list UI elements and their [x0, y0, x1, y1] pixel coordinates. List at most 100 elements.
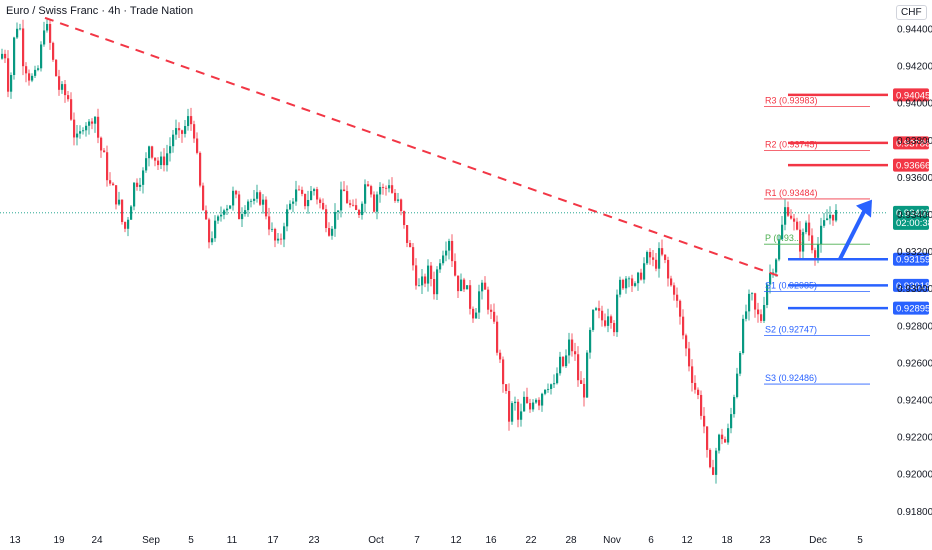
- candle-body: [196, 138, 199, 153]
- candle-body: [199, 152, 202, 186]
- candle-body: [268, 216, 271, 230]
- candle-body: [370, 186, 373, 195]
- candle-body: [436, 269, 439, 295]
- candle-body: [364, 184, 367, 204]
- candle-body: [661, 248, 664, 255]
- x-tick-label: 13: [9, 535, 21, 546]
- candle-body: [694, 382, 697, 390]
- candle-body: [685, 335, 688, 349]
- candle-body: [706, 426, 709, 450]
- candle-body: [766, 284, 769, 306]
- candle-body: [124, 222, 127, 229]
- candle-body: [454, 261, 457, 276]
- x-tick-label: 24: [91, 535, 103, 546]
- candle-body: [301, 189, 304, 194]
- candle-body: [94, 116, 97, 124]
- candle-body: [166, 153, 169, 166]
- candle-body: [820, 225, 823, 245]
- x-tick-label: 18: [721, 535, 733, 546]
- candle-body: [142, 170, 145, 185]
- candle-body: [523, 396, 526, 412]
- candle-body: [484, 282, 487, 290]
- candle-body: [475, 312, 478, 319]
- candle-body: [304, 193, 307, 207]
- x-tick-label: 28: [565, 535, 577, 546]
- candle-body: [106, 152, 109, 181]
- candle-body: [721, 434, 724, 440]
- y-tick-label: 0.94200: [897, 62, 932, 73]
- candle-body: [121, 199, 124, 223]
- candle-body: [676, 294, 679, 301]
- level-badge: [893, 252, 929, 266]
- candle-body: [559, 356, 562, 374]
- candle-body: [550, 384, 553, 389]
- candle-body: [724, 439, 727, 443]
- pivot-label: P (0.93...): [765, 233, 804, 243]
- candle-body: [340, 189, 343, 211]
- candle-body: [349, 203, 352, 205]
- candle-body: [97, 116, 100, 138]
- candle-body: [802, 232, 805, 252]
- candle-body: [328, 228, 331, 236]
- candle-body: [496, 321, 499, 353]
- candle-body: [718, 434, 721, 451]
- y-tick-label: 0.92000: [897, 470, 932, 481]
- candle-body: [394, 192, 397, 201]
- currency-button[interactable]: CHF: [896, 5, 927, 20]
- candle-body: [418, 285, 421, 287]
- candle-body: [472, 308, 475, 319]
- candle-body: [190, 116, 193, 125]
- candle-body: [118, 199, 121, 205]
- candle-body: [343, 189, 346, 192]
- candle-body: [361, 203, 364, 216]
- candle-body: [757, 309, 760, 315]
- candle-body: [697, 389, 700, 395]
- candle-body: [643, 263, 646, 280]
- candle-body: [346, 191, 349, 204]
- level-badge: [893, 158, 929, 172]
- candle-body: [322, 202, 325, 210]
- candle-body: [715, 450, 718, 475]
- candles-layer: [1, 19, 838, 484]
- candle-body: [613, 322, 616, 333]
- candle-body: [478, 291, 481, 313]
- x-tick-label: 16: [485, 535, 497, 546]
- candle-body: [157, 160, 160, 166]
- y-tick-label: 0.93200: [897, 247, 932, 258]
- candle-body: [127, 219, 130, 229]
- x-tick-label: Oct: [368, 535, 384, 546]
- candle-body: [250, 200, 253, 202]
- candle-body: [691, 366, 694, 383]
- candle-body: [193, 124, 196, 139]
- candle-body: [547, 388, 550, 390]
- candle-body: [61, 84, 64, 90]
- candle-body: [283, 226, 286, 240]
- candle-body: [781, 224, 784, 240]
- candle-body: [319, 199, 322, 203]
- level-badge-label: 0.94045: [896, 90, 930, 101]
- x-tick-label: 23: [308, 535, 320, 546]
- candle-body: [628, 278, 631, 280]
- candle-body: [52, 42, 55, 60]
- candle-body: [760, 314, 763, 321]
- candle-body: [481, 282, 484, 292]
- candle-body: [775, 259, 778, 273]
- candle-body: [814, 250, 817, 258]
- y-tick-label: 0.94400: [897, 25, 932, 36]
- candle-body: [64, 84, 67, 96]
- candle-body: [178, 128, 181, 131]
- candle-body: [40, 44, 43, 69]
- candle-body: [331, 228, 334, 236]
- candle-body: [817, 244, 820, 258]
- candle-body: [187, 116, 190, 127]
- candle-body: [334, 212, 337, 229]
- candle-body: [247, 201, 250, 211]
- candle-body: [292, 201, 295, 204]
- x-tick-label: 11: [227, 535, 238, 546]
- candle-body: [511, 403, 514, 422]
- candle-body: [784, 207, 787, 225]
- y-tick-label: 0.92400: [897, 396, 932, 407]
- candle-body: [130, 206, 133, 220]
- candle-body: [103, 150, 106, 153]
